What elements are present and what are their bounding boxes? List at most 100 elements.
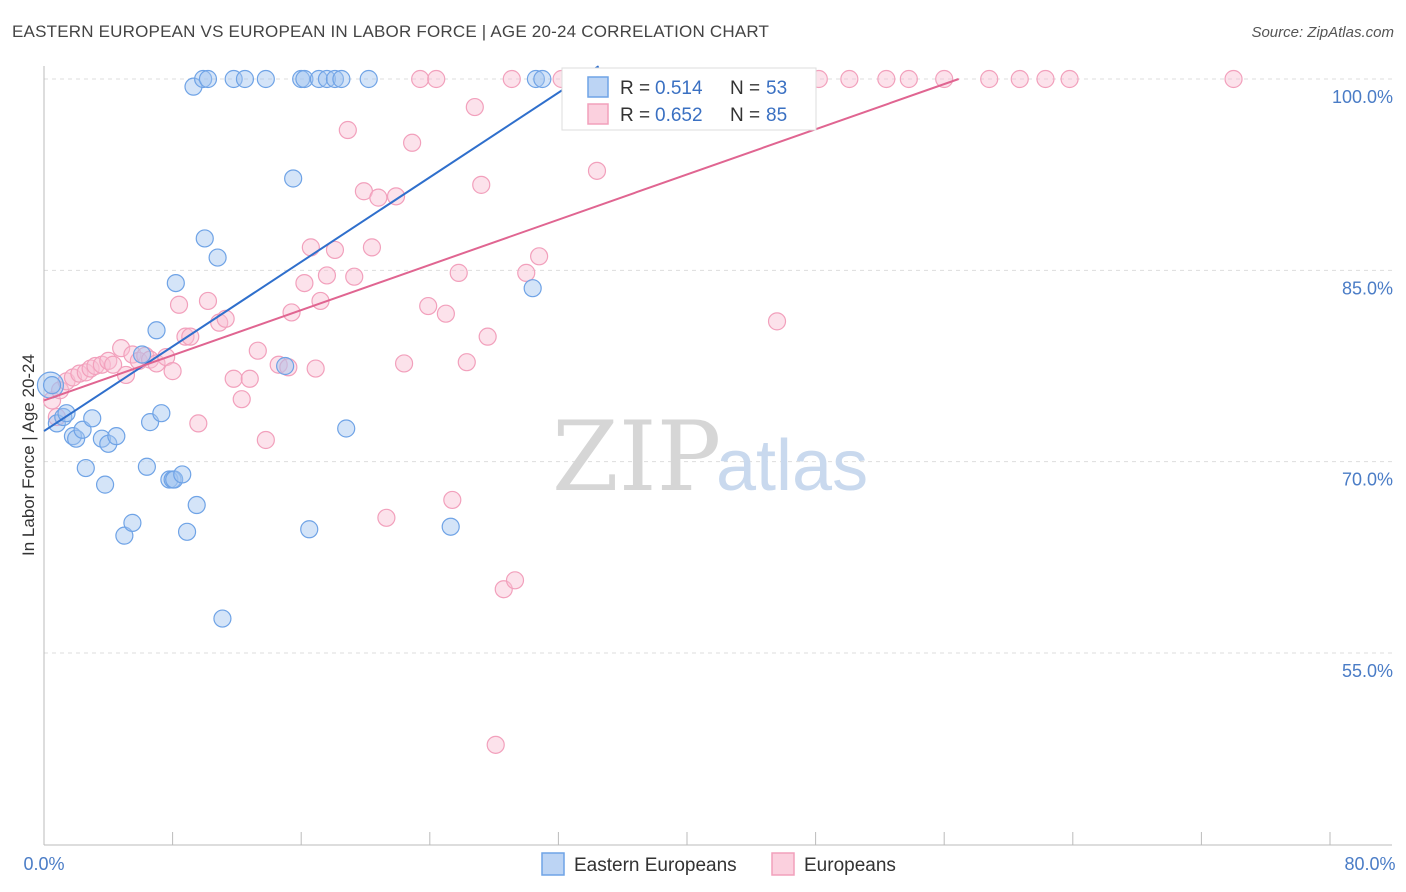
- watermark-atlas: atlas: [716, 426, 868, 506]
- point-eastern-european: [147, 321, 166, 340]
- point-european: [189, 414, 208, 433]
- point-european: [295, 273, 314, 293]
- point-european: [216, 309, 235, 328]
- stats-n-label-eastern: N =: [730, 78, 760, 99]
- chart-title: EASTERN EUROPEAN VS EUROPEAN IN LABOR FO…: [12, 22, 770, 41]
- point-european: [345, 267, 364, 286]
- point-eastern-european: [533, 69, 552, 89]
- point-european: [767, 312, 787, 331]
- point-european: [306, 359, 325, 378]
- point-european: [899, 69, 918, 89]
- stats-legend-swatch-eastern: [587, 76, 609, 98]
- point-eastern-european: [198, 69, 218, 89]
- point-eastern-european: [195, 229, 214, 248]
- point-eastern-european: [359, 69, 378, 89]
- x-ticks: [172, 832, 1331, 845]
- point-eastern-european: [95, 475, 115, 494]
- point-european: [877, 69, 896, 89]
- trend-line-eastern-europeans: [43, 65, 600, 432]
- stats-legend-swatch-european: [587, 103, 609, 125]
- point-european: [403, 133, 422, 152]
- point-eastern-european: [42, 376, 62, 395]
- stats-r-value-eastern: 0.514: [655, 78, 703, 99]
- stats-n-value-eastern: 53: [766, 78, 787, 99]
- point-eastern-european: [295, 69, 314, 89]
- point-european: [112, 339, 131, 358]
- point-european: [472, 175, 491, 194]
- point-european: [232, 390, 251, 409]
- point-european: [169, 295, 189, 314]
- y-tick-label: 55.0%: [1342, 661, 1393, 681]
- point-eastern-european: [526, 69, 545, 89]
- point-eastern-european: [256, 69, 275, 89]
- point-european: [1224, 69, 1243, 89]
- point-european: [427, 69, 446, 89]
- eastern-european-points: [36, 69, 597, 628]
- y-tick-label: 70.0%: [1342, 470, 1393, 490]
- axes: [43, 66, 1392, 846]
- trend-line-europeans: [43, 78, 959, 402]
- point-eastern-european: [107, 427, 126, 446]
- legend-label-europeans[interactable]: Europeans: [804, 855, 896, 876]
- point-european: [248, 341, 267, 360]
- point-eastern-european: [187, 495, 206, 515]
- legend-swatch-eastern-europeans[interactable]: [541, 852, 565, 876]
- point-eastern-european: [76, 458, 95, 478]
- point-european: [81, 359, 100, 378]
- y-axis-label: In Labor Force | Age 20-24: [19, 354, 38, 556]
- point-eastern-european: [213, 609, 232, 628]
- point-eastern-european: [332, 69, 351, 89]
- point-eastern-european: [194, 69, 213, 89]
- point-eastern-european: [523, 279, 542, 298]
- point-european: [163, 362, 182, 381]
- stats-r-value-european: 0.652: [655, 105, 703, 126]
- point-european: [369, 188, 388, 207]
- point-european: [419, 296, 438, 316]
- point-european: [457, 353, 476, 372]
- y-tick-label: 100.0%: [1332, 87, 1393, 107]
- point-european: [530, 247, 549, 266]
- watermark-zip: ZIP: [552, 401, 721, 513]
- point-eastern-european: [123, 513, 142, 532]
- series-legend: Eastern Europeans Europeans: [541, 852, 896, 876]
- legend-label-eastern-europeans[interactable]: Eastern Europeans: [574, 855, 737, 876]
- y-tick-labels: 55.0% 70.0% 85.0% 100.0%: [1332, 87, 1393, 681]
- point-eastern-european: [83, 409, 102, 428]
- point-european: [70, 364, 89, 383]
- point-european: [301, 238, 320, 257]
- point-eastern-european: [152, 404, 171, 423]
- point-european: [486, 735, 505, 754]
- trend-lines: [43, 65, 959, 432]
- point-eastern-european: [57, 404, 76, 423]
- chart-source: Source: ZipAtlas.com: [1251, 24, 1394, 41]
- grid-lines: [44, 78, 1392, 654]
- point-eastern-european: [137, 457, 156, 476]
- point-european: [1010, 69, 1029, 89]
- watermark: ZIP atlas: [552, 401, 868, 513]
- x-tick-label-max: 80.0%: [1344, 854, 1395, 874]
- point-eastern-european: [132, 345, 152, 364]
- point-european: [1060, 69, 1079, 89]
- point-eastern-european: [284, 169, 303, 188]
- point-european: [104, 355, 123, 374]
- point-european: [1036, 69, 1055, 89]
- point-eastern-european: [67, 429, 86, 448]
- point-european: [505, 571, 525, 590]
- point-european: [394, 354, 414, 373]
- stats-legend: R = 0.514 N = 53 R = 0.652 N = 85: [561, 67, 817, 131]
- point-european: [198, 291, 218, 311]
- point-eastern-european: [276, 356, 295, 376]
- point-eastern-european: [166, 273, 185, 293]
- point-eastern-european: [441, 517, 460, 536]
- point-european: [478, 327, 497, 346]
- point-eastern-european: [173, 465, 192, 484]
- point-european: [362, 238, 382, 257]
- stats-n-value-european: 85: [766, 105, 787, 126]
- point-european: [224, 369, 243, 388]
- y-tick-label: 85.0%: [1342, 278, 1393, 298]
- point-eastern-european: [235, 69, 255, 89]
- point-european: [436, 304, 455, 323]
- legend-swatch-europeans[interactable]: [771, 852, 795, 876]
- point-european: [411, 69, 430, 89]
- point-european: [840, 69, 859, 89]
